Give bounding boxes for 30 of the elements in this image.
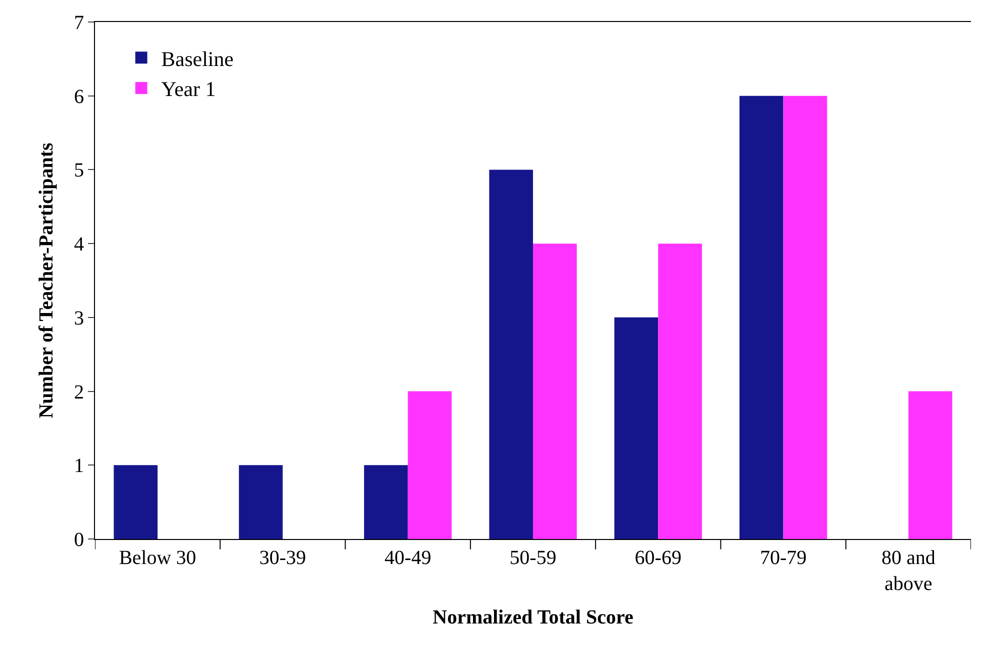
y-tick-label: 7 bbox=[74, 12, 84, 34]
y-tick-label: 0 bbox=[74, 529, 84, 551]
bar bbox=[238, 465, 283, 539]
y-tick-label: 4 bbox=[74, 234, 84, 256]
x-tick-label: Below 30 bbox=[118, 547, 196, 569]
bar bbox=[364, 465, 408, 539]
bar bbox=[783, 96, 828, 539]
bar bbox=[114, 465, 158, 539]
x-tick-label: 30-39 bbox=[259, 547, 306, 569]
bar bbox=[408, 391, 452, 539]
x-tick-label: 60-69 bbox=[634, 547, 682, 569]
bar bbox=[614, 317, 658, 539]
bar bbox=[739, 96, 784, 539]
y-tick-label: 6 bbox=[74, 86, 84, 108]
y-tick-label: 5 bbox=[74, 160, 84, 182]
bar bbox=[489, 170, 533, 539]
legend-label: Baseline bbox=[161, 46, 234, 71]
bar bbox=[908, 391, 952, 539]
legend-label: Year 1 bbox=[161, 77, 216, 102]
y-tick-label: 3 bbox=[74, 307, 84, 330]
x-tick-label: 50-59 bbox=[510, 547, 556, 569]
y-tick-label: 1 bbox=[74, 455, 84, 478]
bar bbox=[658, 244, 702, 539]
x-axis-title: Normalized Total Score bbox=[432, 606, 634, 628]
x-tick-label: 70-79 bbox=[760, 547, 807, 569]
x-tick-label: 80 and above bbox=[881, 547, 936, 595]
x-tick-label: 40-49 bbox=[384, 547, 432, 569]
bar bbox=[533, 244, 577, 539]
y-axis-title: Number of Teacher-Participants bbox=[36, 142, 58, 418]
y-tick-label: 2 bbox=[74, 381, 84, 404]
